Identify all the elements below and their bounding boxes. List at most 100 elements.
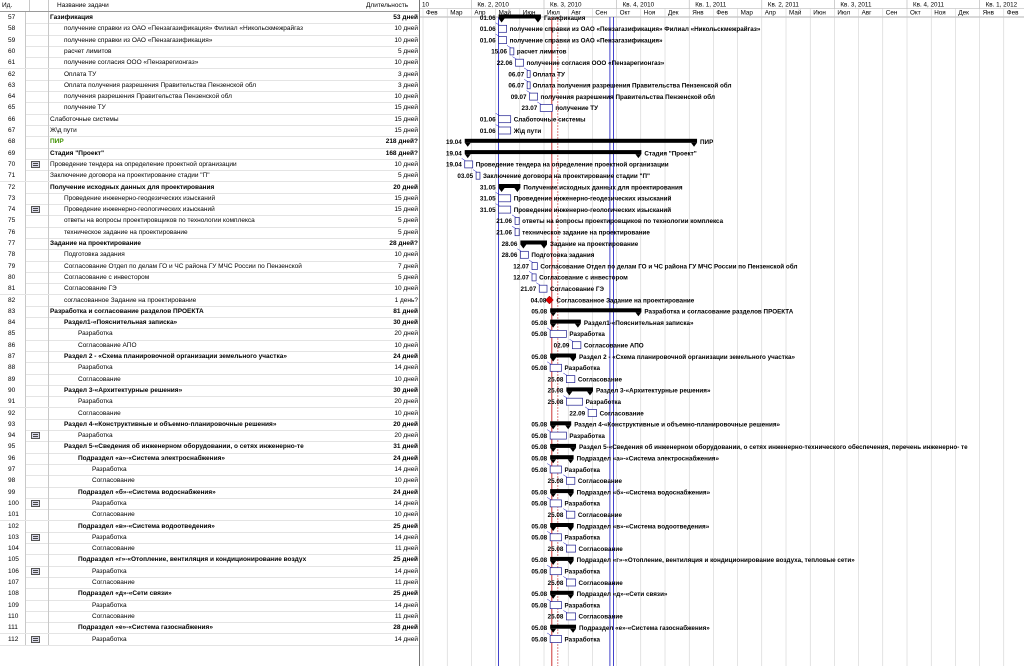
task-bar[interactable] [531, 273, 537, 282]
task-duration[interactable]: 14 дней [394, 499, 418, 507]
task-row[interactable]: 107 Согласование 11 дней [0, 577, 419, 590]
task-row[interactable]: 102 Подраздел «в»-«Система водоотведения»… [0, 520, 419, 533]
task-duration[interactable]: 168 дней? [385, 149, 418, 157]
summary-bar[interactable] [550, 308, 642, 313]
task-name[interactable]: Получение исходных данных для проектиров… [50, 183, 215, 191]
task-name[interactable]: получение справки из ОАО «Пензагазификац… [64, 36, 213, 44]
column-header-id[interactable]: Ид. [0, 0, 30, 11]
task-row[interactable]: 99 Подраздел «б»-«Система водоснабжения» 2… [0, 486, 419, 499]
task-duration[interactable]: 25 дней [393, 590, 418, 598]
task-row[interactable]: 86 Согласование АПО 10 дней [0, 339, 419, 352]
task-bar[interactable] [539, 104, 553, 112]
task-row[interactable]: 58 получение справки из ОАО «Пензагазифик… [0, 23, 419, 36]
note-icon[interactable] [31, 499, 40, 507]
task-name[interactable]: Подраздел «д»-«Сети связи» [78, 590, 172, 598]
note-icon[interactable] [31, 533, 40, 541]
task-bar[interactable] [572, 341, 582, 350]
task-name[interactable]: Разработка и согласование разделов ПРОЕК… [50, 307, 204, 315]
task-name[interactable]: Подраздел «б»-«Система водоснабжения» [78, 488, 216, 496]
task-duration[interactable]: 20 дней [393, 420, 418, 428]
task-name[interactable]: Разработка [78, 432, 113, 440]
task-name[interactable]: Раздел 2 - «Схема планировочной организа… [64, 353, 287, 360]
task-row[interactable]: 79 Согласование Отдел по делам ГО и ЧС ра… [0, 260, 419, 273]
summary-bar[interactable] [550, 421, 572, 426]
task-name[interactable]: Газификация [50, 14, 93, 21]
summary-bar[interactable] [498, 14, 541, 19]
task-bar[interactable] [566, 578, 576, 587]
summary-bar[interactable] [550, 489, 574, 494]
summary-bar[interactable] [550, 624, 577, 629]
task-bar[interactable] [509, 47, 515, 56]
task-duration[interactable]: 14 дней [394, 635, 418, 643]
task-bar[interactable] [549, 567, 562, 576]
task-row[interactable]: 59 получение справки из ОАО «Пензагазифик… [0, 34, 419, 47]
task-bar[interactable] [566, 544, 576, 553]
task-duration[interactable]: 15 дней [394, 115, 418, 123]
task-name[interactable]: Подраздел «в»-«Система водоотведения» [78, 522, 215, 530]
task-duration[interactable]: 10 дней [394, 511, 418, 519]
summary-bar[interactable] [550, 443, 577, 448]
task-row[interactable]: 76 техническое задание на проектирование 5… [0, 226, 419, 239]
task-name[interactable]: Раздел 4-«Конструктивные и объемно-плани… [64, 420, 277, 428]
task-bar[interactable] [475, 171, 481, 180]
task-duration[interactable]: 20 дней [394, 330, 418, 338]
task-row[interactable]: 112 Разработка 14 дней [0, 633, 419, 646]
task-duration[interactable]: 10 дней [394, 251, 418, 259]
task-duration[interactable]: 5 дней [397, 47, 418, 55]
task-row[interactable]: 84 Раздел1-«Пояснительная записка» 30 дней [0, 317, 419, 330]
task-bar[interactable] [520, 250, 529, 259]
task-duration[interactable]: 10 дней [394, 477, 418, 485]
summary-bar[interactable] [550, 590, 574, 595]
task-duration[interactable]: 28 дней? [389, 240, 418, 247]
task-name[interactable]: Проведение тендера на определение проект… [50, 160, 237, 168]
task-duration[interactable]: 30 дней [393, 319, 418, 327]
task-bar[interactable] [498, 194, 512, 203]
task-name[interactable]: Согласование [78, 375, 121, 383]
task-name[interactable]: Согласование [92, 545, 135, 553]
task-name[interactable]: Раздел1-«Пояснительная записка» [64, 319, 178, 327]
task-row[interactable]: 83 Разработка и согласование разделов ПРО… [0, 305, 419, 319]
task-duration[interactable]: 25 дней [393, 522, 418, 530]
task-name[interactable]: Согласование [92, 511, 135, 519]
task-bar[interactable] [464, 160, 474, 169]
task-bar[interactable] [515, 58, 524, 67]
task-name[interactable]: Согласование АПО [78, 341, 137, 349]
task-row[interactable]: 78 Подготовка задания 10 дней [0, 249, 419, 262]
task-bar[interactable] [526, 81, 531, 90]
task-duration[interactable]: 20 дней [394, 432, 418, 440]
summary-bar[interactable] [550, 523, 574, 527]
task-bar[interactable] [549, 601, 562, 609]
task-row[interactable]: 95 Раздел 5-«Сведения об инженерном обору… [0, 441, 419, 454]
task-duration[interactable]: 25 дней [393, 556, 418, 564]
task-bar[interactable] [498, 36, 507, 44]
task-duration[interactable]: 15 дней [394, 206, 418, 214]
task-row[interactable]: 66 Слаботочные системы 15 дней [0, 113, 419, 126]
summary-bar[interactable] [550, 319, 581, 324]
task-duration[interactable]: 15 дней [394, 194, 418, 202]
task-duration[interactable]: 14 дней [394, 466, 418, 473]
task-name[interactable]: Подготовка задания [64, 251, 125, 259]
note-icon[interactable] [31, 206, 40, 214]
task-row[interactable]: 70 Проведение тендера на определение прое… [0, 158, 419, 172]
task-row[interactable]: 64 получения разрешения Правительства Пен… [0, 91, 419, 104]
task-row[interactable]: 89 Согласование 10 дней [0, 373, 419, 386]
task-bar[interactable] [587, 409, 597, 417]
task-name[interactable]: Слаботочные системы [50, 115, 119, 123]
task-name[interactable]: ответы на вопросы проектировщиков по тех… [64, 217, 255, 225]
task-row[interactable]: 81 Согласование ГЭ 10 дней [0, 283, 419, 296]
task-bar[interactable] [566, 375, 576, 383]
task-duration[interactable]: 31 дней [393, 443, 418, 451]
task-bar[interactable] [529, 92, 538, 101]
task-bar[interactable] [531, 262, 538, 270]
task-name[interactable]: получение согласия ООО «Пензарегионгаз» [64, 59, 199, 67]
task-name[interactable]: Разработка [92, 601, 127, 609]
task-duration[interactable]: 10 дней [394, 93, 418, 101]
task-bar[interactable] [526, 70, 531, 78]
task-name[interactable]: Ж\д пути [50, 127, 77, 134]
task-row[interactable]: 87 Раздел 2 - «Схема планировочной органи… [0, 351, 419, 364]
task-row[interactable]: 65 получение ТУ 15 дней [0, 102, 419, 115]
task-name[interactable]: Раздел 3-«Архитектурные решения» [64, 386, 183, 394]
task-bar[interactable] [549, 533, 562, 542]
split-divider[interactable] [419, 0, 420, 666]
task-row[interactable]: 93 Раздел 4-«Конструктивные и объемно-пла… [0, 418, 419, 432]
